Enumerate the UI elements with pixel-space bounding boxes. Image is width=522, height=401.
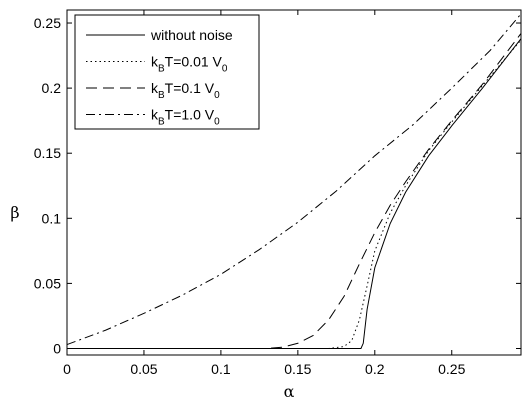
y-tick-label: 0.2 — [42, 80, 62, 96]
legend-label-3: kBT=0.1 V0 — [151, 80, 220, 101]
x-tick-label: 0.05 — [130, 361, 157, 377]
y-tick-label: 0.05 — [34, 275, 61, 291]
y-tick-label: 0.15 — [34, 145, 61, 161]
legend-label-1: without noise — [150, 27, 233, 43]
y-axis-label: β — [10, 203, 19, 222]
plot-frame — [66, 9, 522, 356]
y-tick-label: 0.25 — [34, 15, 61, 31]
legend-label-4: kBT=1.0 V0 — [151, 107, 220, 128]
x-tick-label: 0.1 — [211, 361, 231, 377]
x-tick-label: 0.2 — [365, 361, 385, 377]
x-tick-label: 0.25 — [438, 361, 465, 377]
x-tick-label: 0.15 — [284, 361, 311, 377]
y-tick-label: 0 — [53, 340, 61, 356]
x-axis-label: α — [284, 382, 295, 401]
series-line-3 — [67, 33, 522, 349]
y-tick-label: 0.1 — [42, 210, 62, 226]
legend-box — [74, 14, 260, 130]
series-line-4 — [66, 13, 522, 346]
legend-label-2: kBT=0.01 V0 — [151, 54, 228, 75]
legend: without noise kBT=0.01 V0 kBT=0.1 V0 kBT=1.… — [74, 14, 260, 130]
x-tick-label: 0 — [63, 361, 71, 377]
